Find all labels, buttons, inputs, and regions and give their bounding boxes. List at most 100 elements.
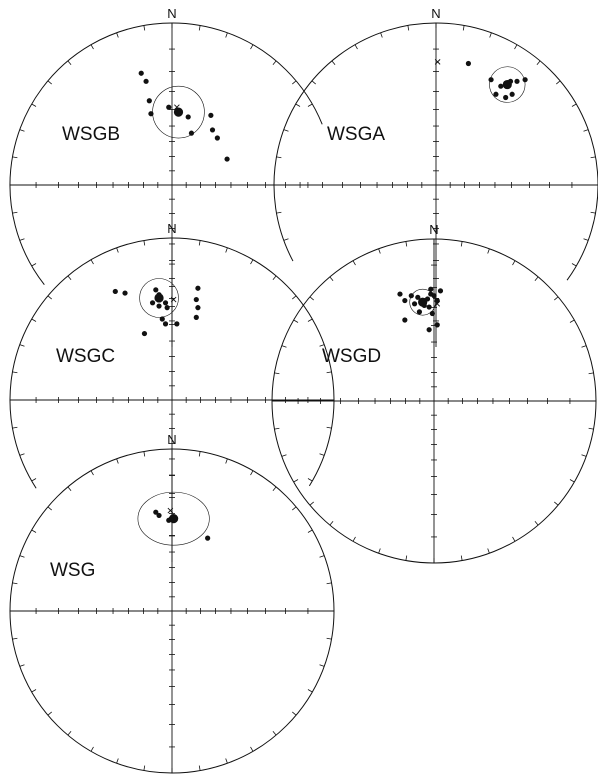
wsgd-data-point: [431, 293, 436, 298]
wsgc-data-point: [113, 289, 118, 294]
wsg-rim-tick: [273, 487, 276, 491]
wsgd-rim-tick: [554, 502, 558, 505]
wsgb-rim-tick: [32, 264, 36, 267]
wsgb-label: WSGB: [62, 124, 120, 145]
wsgc-rim-tick: [292, 296, 296, 299]
wsg-rim-tick: [91, 471, 94, 475]
wsg-rim-tick: [308, 530, 312, 533]
wsg-rim-tick: [251, 747, 254, 751]
wsgc-data-point: [165, 305, 170, 310]
wsgb-data-point: [147, 98, 152, 103]
wsga-data-point: [503, 95, 508, 100]
wsgd-rim-tick: [353, 537, 356, 541]
wsga-rim-tick: [284, 130, 289, 132]
wsga-north-label: N: [431, 6, 440, 21]
wsgb-rim-tick: [20, 239, 25, 241]
wsgb-rim-tick: [292, 81, 296, 84]
wsg-rim-tick: [251, 471, 254, 475]
wsga-rim-tick: [408, 25, 409, 30]
wsgb-rim-tick: [48, 81, 52, 84]
wsgc-data-point: [163, 321, 168, 326]
wsgb-data-point: [189, 131, 194, 136]
wsgd-rim-tick: [488, 549, 490, 554]
wsga-rim-tick: [584, 130, 589, 132]
wsgd-rim-tick: [330, 277, 333, 281]
wsgb-rim-tick: [199, 25, 200, 30]
wsgd-rim-tick: [282, 455, 287, 457]
wsgc-rim-tick: [327, 372, 332, 373]
wsgd-rim-tick: [330, 521, 333, 525]
wsgd-data-point: [438, 288, 443, 293]
wsga-data-point: [498, 84, 503, 89]
wsgd-data-point: [427, 327, 432, 332]
wsgb-rim-tick: [144, 25, 145, 30]
wsgc-north-label: N: [167, 221, 176, 236]
wsgc-data-point: [153, 287, 158, 292]
wsg-label: WSG: [50, 560, 95, 581]
wsgb-rim-tick: [32, 104, 36, 107]
wsgd-data-point: [430, 311, 435, 316]
wsgb-rim-tick: [117, 33, 119, 38]
wsgc-rim-tick: [48, 296, 52, 299]
wsgd-data-point: [435, 322, 440, 327]
wsg-mean-point: [169, 514, 178, 523]
wsgc-rim-tick: [320, 454, 325, 456]
wsga-rim-tick: [332, 61, 335, 65]
wsga-data-point: [514, 79, 519, 84]
wsgb-rim-tick: [273, 61, 276, 65]
wsgc-rim-tick: [226, 248, 228, 253]
wsgb-data-point: [210, 127, 215, 132]
wsgd-rim-tick: [274, 373, 279, 374]
wsgb-data-point: [215, 135, 220, 140]
wsgb-rim-tick: [68, 61, 71, 65]
wsgd-rim-tick: [461, 241, 462, 246]
wsga-rim-tick: [515, 45, 518, 49]
wsgd-rim-tick: [379, 249, 381, 254]
wsgd-data-point: [397, 291, 402, 296]
wsgb-rim-tick: [12, 157, 17, 158]
wsg-rim-tick: [20, 556, 25, 558]
wsgd-rim-tick: [461, 556, 462, 561]
wsgd-north-label: N: [429, 222, 438, 237]
wsgc-rim-tick: [308, 479, 312, 482]
wsgd-data-point: [402, 317, 407, 322]
wsgd-data-point: [409, 293, 414, 298]
wsgb-north-label: N: [167, 6, 176, 21]
wsga-data-point: [466, 61, 471, 66]
wsgc-data-point: [122, 290, 127, 295]
wsg-rim-tick: [273, 731, 276, 735]
wsgc-data-point: [194, 315, 199, 320]
wsg-rim-tick: [68, 487, 71, 491]
wsgd-rim-tick: [406, 241, 407, 246]
wsgb-rim-tick: [20, 130, 25, 132]
wsg-rim-tick: [91, 747, 94, 751]
wsgc-data-point: [156, 303, 161, 308]
wsgd-rim-tick: [294, 480, 298, 483]
wsgb-data-point: [224, 156, 229, 161]
wsgc-data-point: [150, 300, 155, 305]
wsga-rim-tick: [572, 104, 576, 107]
wsg-rim-tick: [68, 731, 71, 735]
wsg-rim-tick: [117, 759, 119, 764]
wsgd-rim-tick: [488, 249, 490, 254]
wsga-data-point: [493, 92, 498, 97]
wsga-data-point: [510, 92, 515, 97]
wsgd-rim-tick: [570, 480, 574, 483]
wsg-rim-tick: [48, 507, 52, 510]
wsga-rim-tick: [584, 239, 589, 241]
wsgc-rim-tick: [32, 479, 36, 482]
wsg-rim-tick: [292, 507, 296, 510]
wsgb-rim-tick: [12, 212, 17, 213]
wsgc-rim-tick: [308, 319, 312, 322]
wsga-rim-tick: [591, 157, 596, 158]
wsga-rim-tick: [572, 264, 576, 267]
wsgc-data-point: [195, 286, 200, 291]
wsgd-rim-tick: [570, 320, 574, 323]
wsgd-data-point: [427, 304, 432, 309]
wsgd-rim-tick: [582, 455, 587, 457]
wsg-rim-tick: [12, 583, 17, 584]
wsg-data-point: [156, 513, 161, 518]
wsgc-rim-tick: [144, 240, 145, 245]
wsga-data-point: [523, 77, 528, 82]
wsgc-rim-tick: [20, 345, 25, 347]
